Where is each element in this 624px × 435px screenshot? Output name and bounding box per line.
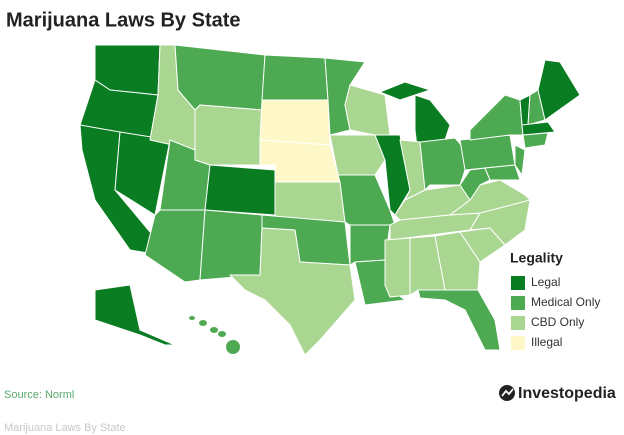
region — [384, 237, 411, 298]
legend-swatch — [511, 336, 525, 350]
region — [349, 224, 391, 266]
region — [259, 99, 331, 146]
region — [229, 227, 356, 356]
region — [337, 174, 396, 226]
region — [194, 104, 263, 166]
source: Source: Norml — [4, 389, 74, 401]
us-map — [79, 44, 581, 356]
region — [189, 316, 240, 354]
brand: Investopedia — [518, 385, 616, 402]
title: Marijuana Laws By State — [6, 9, 241, 31]
legend-swatch — [511, 296, 525, 310]
region — [537, 59, 581, 121]
region — [261, 54, 329, 101]
region — [521, 121, 556, 136]
region — [417, 289, 501, 351]
legend-label: CBD Only — [531, 315, 584, 329]
region — [522, 132, 549, 149]
logo-mark — [501, 388, 514, 397]
region — [94, 284, 176, 346]
legend-swatch — [511, 316, 525, 330]
region — [199, 209, 263, 281]
region — [204, 164, 276, 216]
legend-label: Legal — [531, 275, 560, 289]
legend: Legality Legal Medical Only CBD Only Illega… — [510, 250, 600, 350]
region — [459, 134, 516, 171]
region — [434, 231, 481, 291]
region — [484, 164, 521, 181]
region — [469, 94, 524, 141]
caption: Marijuana Laws By State — [4, 422, 126, 434]
legend-title: Legality — [510, 250, 563, 266]
region — [144, 209, 206, 283]
region — [174, 44, 266, 111]
region — [329, 134, 386, 176]
legend-label: Illegal — [531, 335, 562, 349]
region — [274, 181, 346, 223]
region — [514, 144, 526, 176]
legend-swatch — [511, 276, 525, 290]
legend-label: Medical Only — [531, 295, 600, 309]
region — [379, 81, 431, 101]
